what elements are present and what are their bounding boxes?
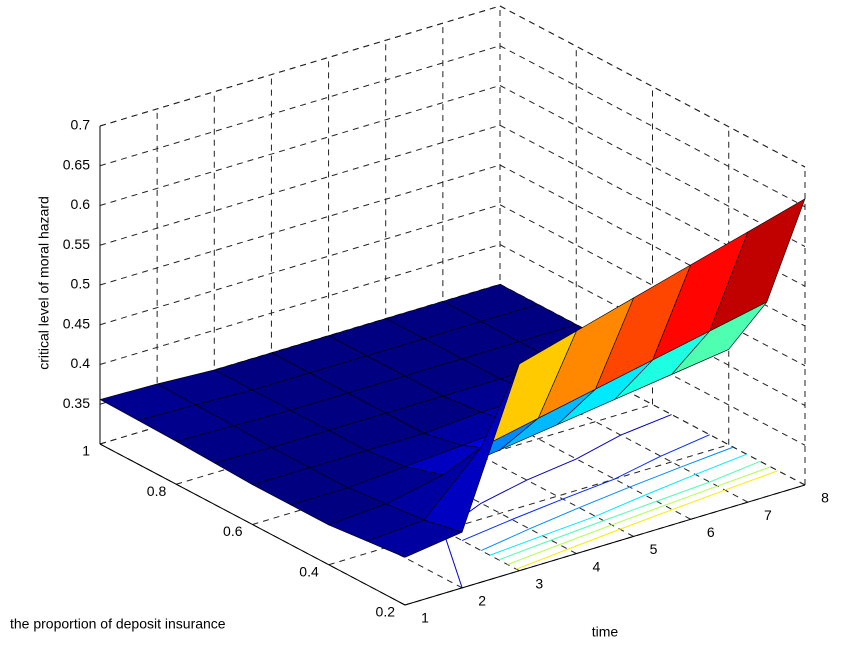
grid-line (499, 85, 806, 247)
x-tick-label: 5 (650, 541, 658, 557)
box-edge (499, 5, 806, 168)
box-edge (99, 5, 501, 127)
axis-line (404, 484, 806, 606)
z-tick-label: 0.65 (63, 156, 90, 172)
y-tick-label: 0.8 (147, 483, 167, 499)
grid-line (499, 5, 806, 168)
x-tick-label: 2 (478, 593, 486, 609)
grid-line (99, 244, 501, 365)
grid-line (99, 164, 501, 286)
grid-line (99, 85, 501, 206)
contour-line (461, 434, 710, 541)
contour-line (516, 470, 779, 570)
z-axis-label: critical level of moral hazard (36, 196, 52, 370)
y-tick-label: 0.2 (376, 604, 396, 620)
z-tick-label: 0.5 (71, 276, 91, 292)
x-tick-label: 1 (421, 610, 429, 626)
grid-line (499, 244, 806, 406)
y-tick-label: 0.6 (223, 523, 243, 539)
contour-line (507, 466, 771, 565)
z-tick-label: 0.45 (63, 315, 90, 331)
x-tick-label: 4 (593, 558, 601, 574)
contour-line (489, 453, 747, 556)
x-tick-label: 6 (707, 524, 715, 540)
y-tick-label: 1 (82, 443, 90, 459)
x-tick-label: 3 (535, 575, 543, 591)
grid-line (499, 204, 806, 367)
z-tick-label: 0.35 (63, 395, 90, 411)
x-tick-label: 8 (821, 490, 829, 506)
z-tick-label: 0.55 (63, 236, 90, 252)
y-axis-label: the proportion of deposit insurance (10, 616, 226, 632)
axis-line (99, 443, 406, 606)
grid-line (99, 124, 501, 246)
z-tick-label: 0.4 (71, 355, 91, 371)
grid-line (99, 45, 501, 167)
x-axis-label: time (592, 624, 619, 640)
z-tick-label: 0.7 (71, 117, 91, 133)
grid-line (99, 204, 501, 326)
x-tick-label: 7 (764, 507, 772, 523)
contour-line (480, 446, 734, 552)
y-tick-label: 0.4 (299, 563, 319, 579)
grid-line (499, 45, 806, 208)
contour-line (498, 460, 761, 561)
z-tick-label: 0.6 (71, 196, 91, 212)
surface-patch (366, 519, 463, 558)
